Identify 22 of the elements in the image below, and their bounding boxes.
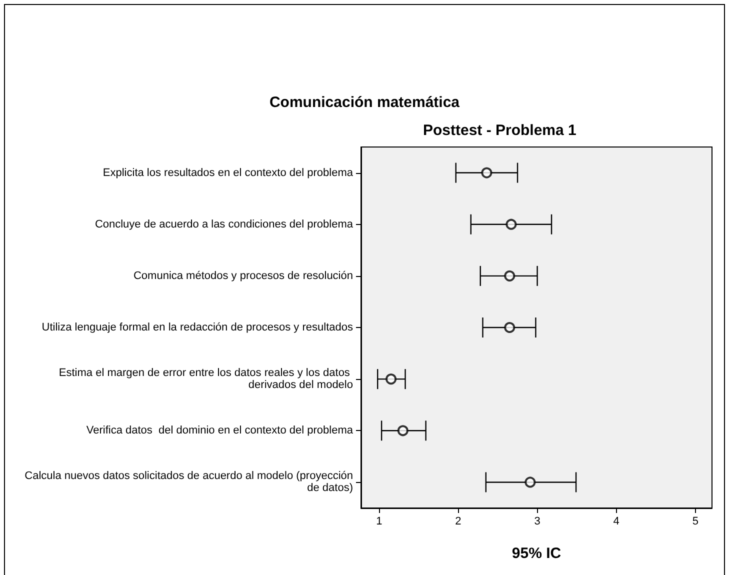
x-tick-label: 3: [534, 516, 540, 528]
point: [397, 425, 408, 436]
y-tick-label: Calcula nuevos datos solicitados de acuerdo al modelo (proyección de datos): [24, 470, 353, 494]
y-tick-label: Utiliza lenguaje formal en la redacción de procesos y resultados: [42, 322, 354, 334]
point: [506, 218, 517, 230]
x-tick-label: 5: [692, 516, 698, 528]
y-tick-label: Comunica métodos y procesos de resolución: [133, 270, 353, 282]
x-axis-title: 95% IC: [512, 545, 562, 562]
y-tick-label: Concluye de acuerdo a las condiciones del problema: [94, 218, 354, 230]
chart-subtitle: Posttest - Problema 1: [423, 122, 576, 139]
y-tick-label: Verifica datos del dominio en el contexto del problema: [86, 424, 354, 437]
point: [524, 476, 536, 488]
x-tick-label: 2: [455, 516, 462, 528]
point: [481, 167, 492, 178]
point: [504, 270, 516, 282]
y-tick-label: Explicita los resultados en el contexto del problema: [102, 166, 354, 179]
chart-title: Comunicación matemática: [269, 94, 460, 111]
point: [504, 322, 516, 333]
x-tick-label: 4: [613, 516, 620, 528]
y-tick-label: Estima el margen de error entre los datos reales y los datos derivados del modelo: [58, 367, 353, 392]
point: [386, 374, 397, 385]
x-tick-label: 1: [376, 516, 382, 528]
